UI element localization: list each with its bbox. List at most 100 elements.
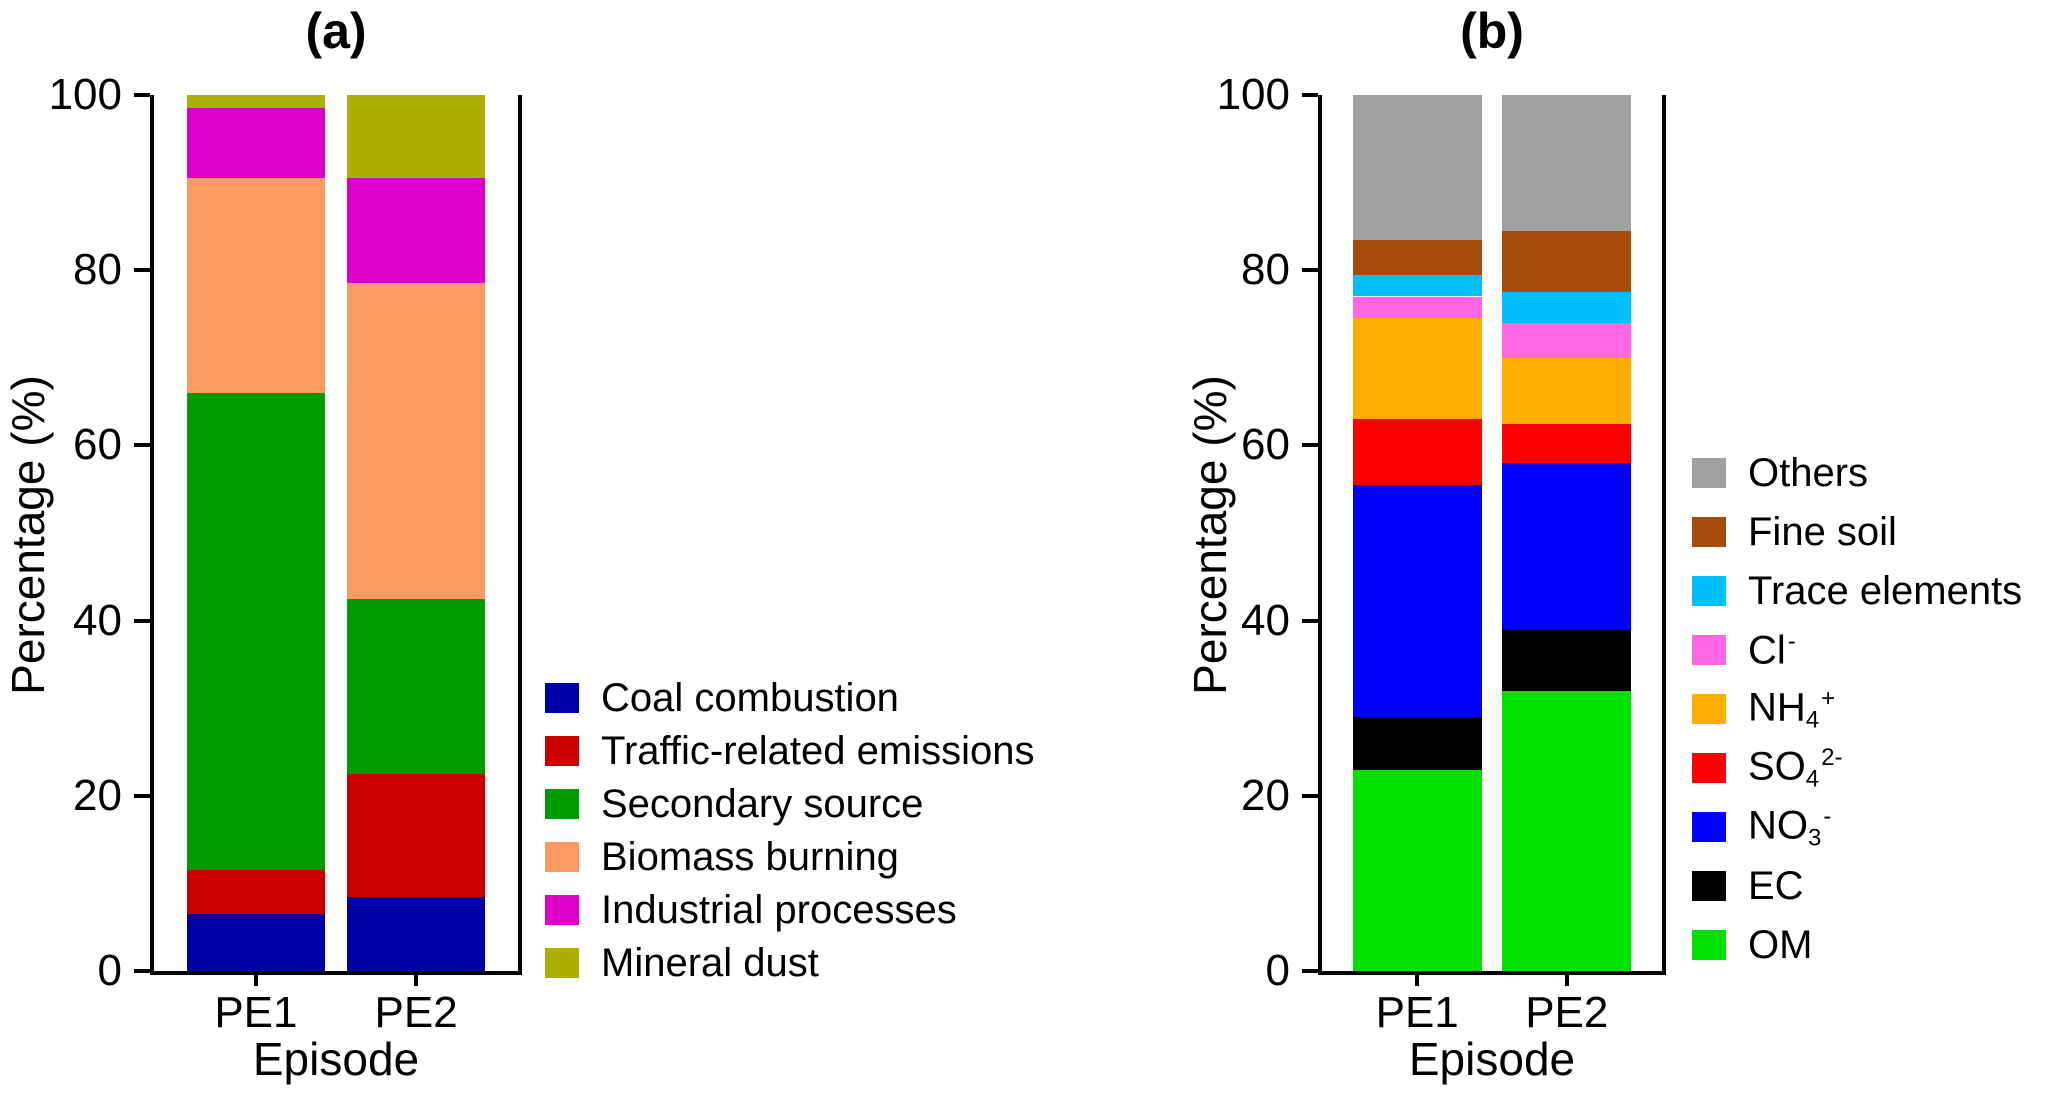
- y-tick: [1302, 93, 1318, 97]
- x-tick: [1564, 975, 1569, 986]
- legend-item-no3: NO3-: [1692, 802, 2022, 852]
- stacked-bar-pe2: [346, 95, 486, 971]
- segment-pe2-ec: [1502, 629, 1632, 691]
- legend-item-industrial-processes: Industrial processes: [545, 888, 1034, 932]
- y-tick-label: 40: [73, 595, 122, 645]
- legend-swatch-no3: [1692, 812, 1726, 842]
- segment-pe2-mineral-dust: [346, 95, 486, 179]
- legend-item-biomass-burning: Biomass burning: [545, 836, 1034, 878]
- x-tick-label-pe1: PE1: [214, 988, 298, 1037]
- y-tick-label: 100: [1216, 70, 1290, 119]
- segment-pe2-fine-soil: [1502, 230, 1632, 293]
- segment-pe1-fine-soil: [1352, 239, 1482, 275]
- y-tick: [134, 443, 150, 448]
- legend-item-om: OM: [1692, 924, 2022, 966]
- legend-swatch-so42: [1692, 753, 1726, 783]
- y-tick-label: 0: [97, 946, 122, 995]
- legend-item-ec: EC: [1692, 865, 2022, 907]
- legend-subscript: 4: [1805, 765, 1820, 793]
- legend-swatch-mineral-dust: [545, 948, 579, 978]
- legend-swatch-fine-soil: [1692, 517, 1726, 547]
- panel-b-x-axis-label: Episode: [1408, 1033, 1576, 1085]
- legend-label-mineral-dust: Mineral dust: [601, 941, 819, 985]
- panel-a-y-axis-label: Percentage (%): [2, 375, 54, 695]
- legend-swatch-biomass-burning: [545, 842, 579, 872]
- legend-item-so42: SO42-: [1692, 743, 2022, 793]
- legend-label-fine-soil: Fine soil: [1748, 510, 1897, 554]
- legend-swatch-secondary-source: [545, 789, 579, 819]
- segment-pe1-coal-combustion: [186, 914, 326, 971]
- legend-item-traffic-related-emissions: Traffic-related emissions: [545, 729, 1035, 773]
- legend-label-traffic-related-emissions: Traffic-related emissions: [601, 729, 1035, 773]
- y-tick: [134, 93, 150, 97]
- legend-swatch-om: [1692, 930, 1726, 960]
- legend-item-nh4: NH4+: [1692, 684, 2022, 734]
- legend-superscript: +: [1821, 684, 1836, 712]
- legend-superscript: -: [1787, 627, 1796, 655]
- legend-swatch-cl: [1692, 635, 1726, 665]
- legend-swatch-ec: [1692, 871, 1726, 901]
- x-tick: [253, 975, 258, 986]
- stacked-bar-pe1: [186, 95, 326, 971]
- segment-pe2-cl: [1502, 322, 1632, 358]
- segment-pe2-coal-combustion: [346, 896, 486, 971]
- legend-swatch-traffic-related-emissions: [545, 736, 579, 766]
- legend-label-trace-elements: Trace elements: [1748, 569, 2023, 613]
- y-tick-label: 80: [1241, 245, 1290, 295]
- panel-b-title: (b): [1460, 3, 1524, 59]
- segment-pe2-om: [1502, 690, 1632, 971]
- plot-area: 0 20 40 60 80 100 PE1 PE2: [49, 73, 522, 1037]
- legend-item-others: Others: [1692, 452, 2022, 494]
- y-tick: [1302, 443, 1318, 448]
- stacked-bar-pe2: [1502, 95, 1632, 971]
- legend-item-coal-combustion: Coal combustion: [545, 677, 1034, 719]
- y-tick-label: 100: [48, 70, 122, 119]
- legend-superscript: -: [1823, 802, 1832, 830]
- panel-a-x-axis-label: Episode: [252, 1033, 420, 1085]
- segment-pe1-nh4: [1352, 318, 1482, 420]
- y-tick: [134, 268, 150, 273]
- y-tick: [1302, 268, 1318, 273]
- legend-swatch-industrial-processes: [545, 895, 579, 925]
- legend-label-so42: SO42-: [1748, 743, 1843, 793]
- segment-pe2-secondary-source: [346, 598, 486, 774]
- legend-item-mineral-dust: Mineral dust: [545, 941, 1034, 985]
- legend-swatch-nh4: [1692, 694, 1726, 724]
- legend-swatch-coal-combustion: [545, 683, 579, 713]
- legend-label-others: Others: [1748, 451, 1869, 495]
- segment-pe1-mineral-dust: [186, 95, 326, 109]
- segment-pe2-no3: [1502, 462, 1632, 630]
- segment-pe1-om: [1352, 769, 1482, 971]
- legend-label-nh4: NH4+: [1748, 684, 1836, 734]
- y-tick-label: 60: [1241, 420, 1290, 470]
- segment-pe2-nh4: [1502, 357, 1632, 424]
- legend-label-om: OM: [1748, 923, 1813, 967]
- y-tick: [1302, 969, 1318, 973]
- legend-label-industrial-processes: Industrial processes: [601, 888, 957, 932]
- legend-item-fine-soil: Fine soil: [1692, 511, 2022, 553]
- legend-item-cl: Cl-: [1692, 629, 2022, 671]
- y-tick: [134, 618, 150, 623]
- x-tick-label-pe2: PE2: [1525, 988, 1609, 1037]
- legend: Coal combustion Traffic-related emissions…: [545, 677, 1035, 985]
- legend-subscript: 3: [1808, 824, 1822, 852]
- segment-pe1-ec: [1352, 716, 1482, 770]
- y-tick-label: 0: [1265, 946, 1290, 995]
- segment-pe1-industrial-processes: [186, 108, 326, 179]
- stacked-bar-pe1: [1352, 95, 1482, 971]
- segment-pe1-others: [1352, 95, 1482, 240]
- segment-pe1-cl: [1352, 296, 1482, 319]
- segment-pe1-secondary-source: [186, 392, 326, 871]
- x-tick-label-pe2: PE2: [374, 988, 458, 1037]
- legend-label-ec: EC: [1748, 864, 1804, 908]
- panel-a: (a) Percentage (%) 0 20 40 60 80 100 PE1 PE2 Ep…: [2, 4, 1035, 1085]
- legend-subscript: 4: [1805, 706, 1820, 734]
- legend-swatch-others: [1692, 458, 1726, 488]
- legend-item-trace-elements: Trace elements: [1692, 570, 2022, 612]
- x-tick: [414, 975, 419, 986]
- legend-superscript: 2-: [1821, 743, 1843, 771]
- y-tick: [1302, 618, 1318, 623]
- legend-swatch-trace-elements: [1692, 576, 1726, 606]
- y-tick: [134, 969, 150, 973]
- legend-label-no3: NO3-: [1748, 802, 1832, 852]
